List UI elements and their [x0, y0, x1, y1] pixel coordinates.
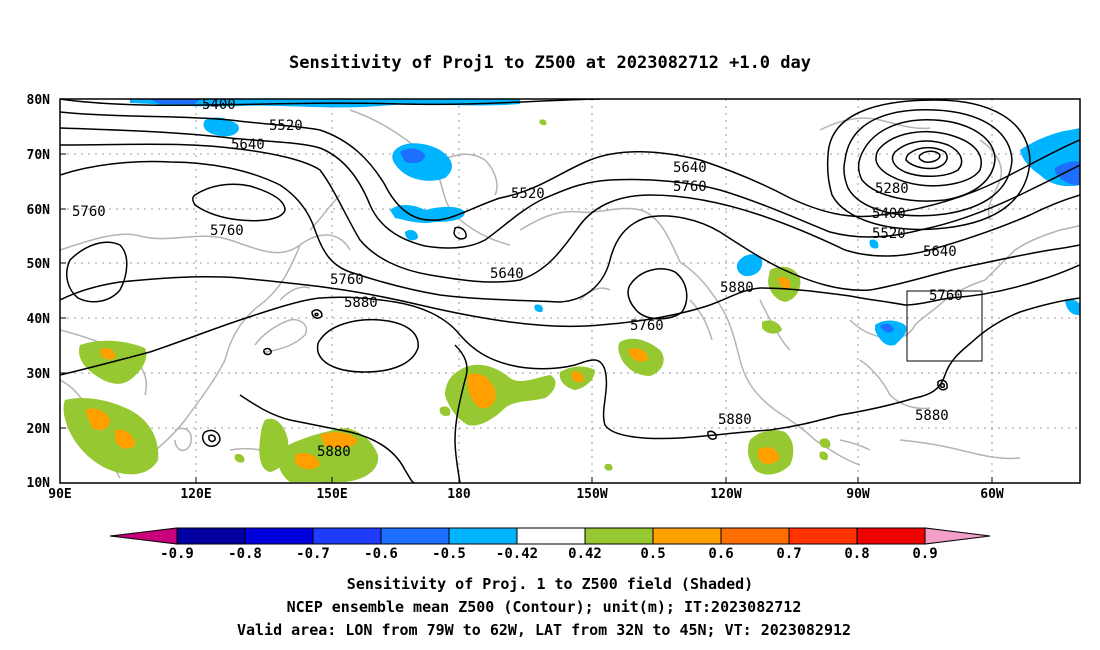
colorbar-over-triangle — [924, 527, 991, 545]
caption-line-2: NCEP ensemble mean Z500 (Contour); unit(… — [287, 598, 802, 616]
lon-label: 90E — [48, 487, 71, 502]
lon-label: 150E — [316, 487, 347, 502]
valid-area-box — [906, 290, 983, 362]
colorbar-tick-label: -0.7 — [296, 546, 330, 562]
contour-label: 5760 — [330, 272, 364, 288]
contour-label: 5400 — [872, 206, 906, 222]
colorbar-bin — [788, 527, 858, 545]
colorbar-tick-label: 0.8 — [844, 546, 869, 562]
lat-label: 60N — [27, 203, 51, 218]
lat-label: 10N — [27, 476, 51, 491]
contour-label: 5400 — [202, 97, 236, 113]
longitude-labels: 90E 120E 150E 180 150W 120W 90W 60W — [48, 487, 1004, 502]
contour-label: 5640 — [923, 244, 957, 260]
colorbar-bin — [176, 527, 246, 545]
contour-label: 5760 — [72, 204, 106, 220]
lat-label: 20N — [27, 422, 51, 437]
contour-label: 5760 — [929, 288, 963, 304]
colorbar-bin — [720, 527, 790, 545]
latitude-labels: 80N 70N 60N 50N 40N 30N 20N 10N — [27, 93, 51, 491]
colorbar-tick-label: 0.42 — [568, 546, 602, 562]
lon-label: 180 — [447, 487, 471, 502]
lon-label: 60W — [980, 487, 1004, 502]
colorbar-tick-label: 0.9 — [912, 546, 937, 562]
colorbar-tick-label: -0.9 — [160, 546, 194, 562]
colorbar-tick-label: -0.8 — [228, 546, 262, 562]
colorbar-tick-label: -0.6 — [364, 546, 398, 562]
contour-label: 5520 — [511, 186, 545, 202]
colorbar-bin — [244, 527, 314, 545]
contour-label: 5880 — [317, 444, 351, 460]
caption-line-3: Valid area: LON from 79W to 62W, LAT fro… — [237, 621, 851, 639]
map-title: Sensitivity of Proj1 to Z500 at 20230827… — [289, 53, 811, 73]
lat-label: 70N — [27, 148, 51, 163]
contour-label: 5760 — [673, 179, 707, 195]
colorbar-bin — [584, 527, 654, 545]
colorbar-bin — [652, 527, 722, 545]
contour-label: 5280 — [875, 181, 909, 197]
colorbar-bin — [516, 527, 586, 545]
axis-ticks — [60, 153, 993, 483]
caption: Sensitivity of Proj. 1 to Z500 field (Sh… — [237, 575, 851, 639]
colorbar-bin — [856, 527, 926, 545]
contour-label: 5880 — [718, 412, 752, 428]
map-area: 5400 5520 5640 5760 5760 5520 5640 5760 … — [60, 97, 1080, 483]
lat-label: 50N — [27, 257, 51, 272]
contour-label: 5520 — [872, 226, 906, 242]
map-frame — [59, 98, 1081, 484]
colorbar-tick-label: 0.5 — [640, 546, 665, 562]
lat-label: 30N — [27, 367, 51, 382]
lat-label: 40N — [27, 312, 51, 327]
colorbar-bin — [312, 527, 382, 545]
contour-label-group: 5400 5520 5640 5760 5760 5520 5640 5760 … — [72, 97, 963, 460]
contour-label: 5880 — [344, 295, 378, 311]
contour-label: 5760 — [630, 318, 664, 334]
colorbar-under-triangle — [109, 527, 178, 545]
lon-label: 120E — [180, 487, 211, 502]
caption-line-1: Sensitivity of Proj. 1 to Z500 field (Sh… — [347, 575, 753, 593]
contour-label: 5640 — [673, 160, 707, 176]
z500-contours — [60, 99, 1080, 483]
lat-label: 80N — [27, 93, 51, 108]
contour-label: 5880 — [720, 280, 754, 296]
lon-label: 120W — [710, 487, 741, 502]
contour-label: 5640 — [490, 266, 524, 282]
colorbar: -0.9 -0.8 -0.7 -0.6 -0.5 -0.42 0.42 0.5 0.6 0.7 0.… — [109, 527, 991, 562]
colorbar-tick-label: 0.6 — [708, 546, 733, 562]
contour-label: 5640 — [231, 137, 265, 153]
colorbar-tick-label: -0.42 — [496, 546, 538, 562]
contour-label: 5520 — [269, 118, 303, 134]
colorbar-tick-label: 0.7 — [776, 546, 801, 562]
colorbar-tick-label: -0.5 — [432, 546, 466, 562]
colorbar-bin — [448, 527, 518, 545]
contour-label: 5760 — [210, 223, 244, 239]
contour-label: 5880 — [915, 408, 949, 424]
colorbar-bin — [380, 527, 450, 545]
lon-label: 150W — [576, 487, 607, 502]
lon-label: 90W — [846, 487, 870, 502]
